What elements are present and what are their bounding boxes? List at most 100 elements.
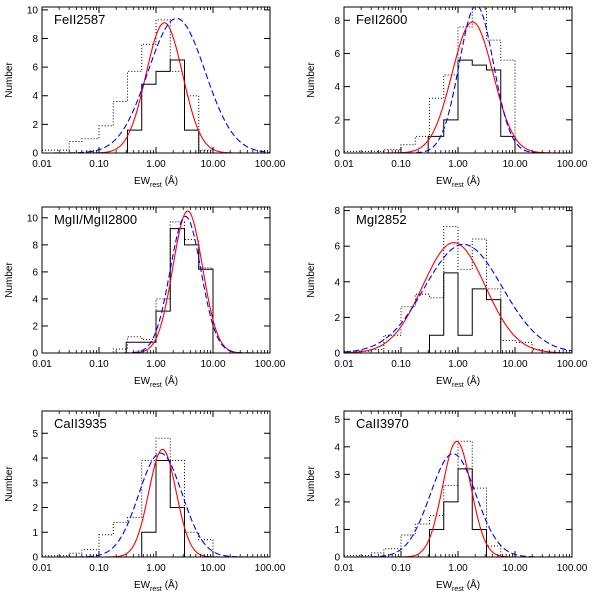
y-tick-label: 2	[32, 120, 38, 131]
y-tick-label: 5	[32, 429, 38, 440]
y-axis-label: Number	[4, 466, 15, 502]
red-gaussian-fit	[344, 440, 572, 557]
y-tick-label: 2	[334, 115, 340, 126]
panel-data-group	[42, 17, 270, 153]
dotted-histogram	[344, 226, 572, 353]
red-gaussian-fit	[42, 22, 270, 153]
panel-title: CaII3935	[54, 416, 107, 431]
panel-data-group	[344, 440, 572, 557]
panel-1: 0.01 0.10 1.00 10.00 100.00 0 2 4 6 8 10 FeII2587 Nu…	[4, 5, 286, 189]
panel-title: MgI2852	[356, 212, 407, 227]
y-axis-label: Number	[4, 62, 15, 98]
y-axis-label: Number	[306, 262, 317, 298]
x-tick-label: 10.00	[502, 159, 527, 170]
x-axis-label-main: EW	[134, 176, 151, 187]
panel-data-group	[344, 226, 572, 353]
x-tick-label: 0.10	[89, 359, 109, 370]
y-tick-label: 2	[334, 497, 340, 508]
panel-title: MgII/MgII2800	[54, 212, 137, 227]
panel-title: FeII2600	[356, 12, 407, 27]
dotted-histogram	[42, 437, 270, 557]
x-tick-label: 0.01	[32, 159, 52, 170]
x-tick-label: 100.00	[557, 563, 588, 574]
y-tick-label: 4	[32, 454, 38, 465]
x-tick-label: 0.10	[391, 159, 411, 170]
x-tick-label: 0.01	[32, 563, 52, 574]
y-tick-label: 0	[334, 349, 340, 360]
x-axis-label-sub: rest	[150, 382, 162, 389]
x-axis-label-sub: rest	[452, 182, 464, 189]
solid-histogram	[344, 272, 572, 353]
y-tick-label: 0	[32, 553, 38, 564]
y-tick-label: 4	[334, 82, 340, 93]
x-tick-label: 0.01	[32, 359, 52, 370]
y-tick-label: 3	[334, 470, 340, 481]
x-axis-label: EWrest (Å)	[436, 174, 480, 189]
y-tick-label: 0	[334, 149, 340, 160]
x-axis-label-unit: (Å)	[165, 174, 178, 187]
x-tick-label: 100.00	[557, 159, 588, 170]
x-axis-label-sub: rest	[452, 382, 464, 389]
x-tick-label: 1.00	[146, 359, 166, 370]
x-tick-label: 10.00	[200, 563, 225, 574]
y-axis-label: Number	[4, 262, 15, 298]
y-tick-label: 0	[32, 149, 38, 160]
y-tick-label: 1	[32, 528, 38, 539]
x-tick-label: 0.10	[89, 159, 109, 170]
solid-histogram	[344, 59, 572, 153]
y-tick-label: 0	[32, 349, 38, 360]
blue-dashed-fit	[344, 243, 572, 353]
y-tick-label: 0	[334, 553, 340, 564]
x-axis-label-unit: (Å)	[467, 174, 480, 187]
x-axis-label: EWrest (Å)	[436, 578, 480, 593]
y-tick-label: 6	[334, 242, 340, 253]
y-tick-label: 6	[32, 267, 38, 278]
x-tick-label: 10.00	[200, 359, 225, 370]
x-axis-label-unit: (Å)	[165, 578, 178, 591]
x-axis-label-main: EW	[134, 580, 151, 591]
x-axis-label-sub: rest	[150, 182, 162, 189]
y-tick-label: 6	[32, 63, 38, 74]
x-tick-label: 1.00	[146, 563, 166, 574]
x-axis-label-main: EW	[436, 176, 453, 187]
x-axis-label-main: EW	[436, 376, 453, 387]
dotted-histogram	[42, 19, 270, 153]
y-tick-label: 4	[334, 442, 340, 453]
x-tick-label: 10.00	[502, 359, 527, 370]
solid-histogram	[344, 468, 572, 557]
x-tick-label: 100.00	[255, 359, 286, 370]
panel-data-group	[344, 7, 572, 153]
y-tick-label: 6	[334, 49, 340, 60]
x-axis-label: EWrest (Å)	[134, 578, 178, 593]
panel-title: CaII3970	[356, 416, 409, 431]
x-tick-label: 0.01	[334, 563, 354, 574]
y-tick-label: 8	[32, 34, 38, 45]
x-axis-label-unit: (Å)	[467, 578, 480, 591]
x-axis-label-unit: (Å)	[165, 374, 178, 387]
x-tick-label: 10.00	[200, 159, 225, 170]
x-tick-label: 0.01	[334, 159, 354, 170]
y-tick-label: 1	[334, 525, 340, 536]
x-tick-label: 100.00	[255, 563, 286, 574]
y-tick-label: 2	[32, 503, 38, 514]
x-axis-label-main: EW	[134, 376, 151, 387]
x-axis-label-unit: (Å)	[467, 374, 480, 387]
red-gaussian-fit	[42, 448, 270, 557]
x-axis-label: EWrest (Å)	[134, 374, 178, 389]
y-tick-label: 3	[32, 478, 38, 489]
x-tick-label: 0.01	[334, 359, 354, 370]
y-axis-label: Number	[306, 62, 317, 98]
blue-dashed-fit	[42, 215, 270, 353]
x-tick-label: 100.00	[557, 359, 588, 370]
y-tick-label: 10	[27, 5, 39, 16]
x-tick-label: 1.00	[448, 563, 468, 574]
panel-6: 0.01 0.10 1.00 10.00 100.00 0 1 2 3 4 5 CaII3970 Num…	[306, 410, 588, 593]
panel-2: 0.01 0.10 1.00 10.00 100.00 0 2 4 6 8 FeII2600 Numb…	[306, 6, 588, 189]
solid-histogram	[42, 59, 270, 153]
y-tick-label: 4	[334, 277, 340, 288]
y-tick-label: 4	[32, 294, 38, 305]
x-axis-label-main: EW	[436, 580, 453, 591]
x-tick-label: 0.10	[89, 563, 109, 574]
